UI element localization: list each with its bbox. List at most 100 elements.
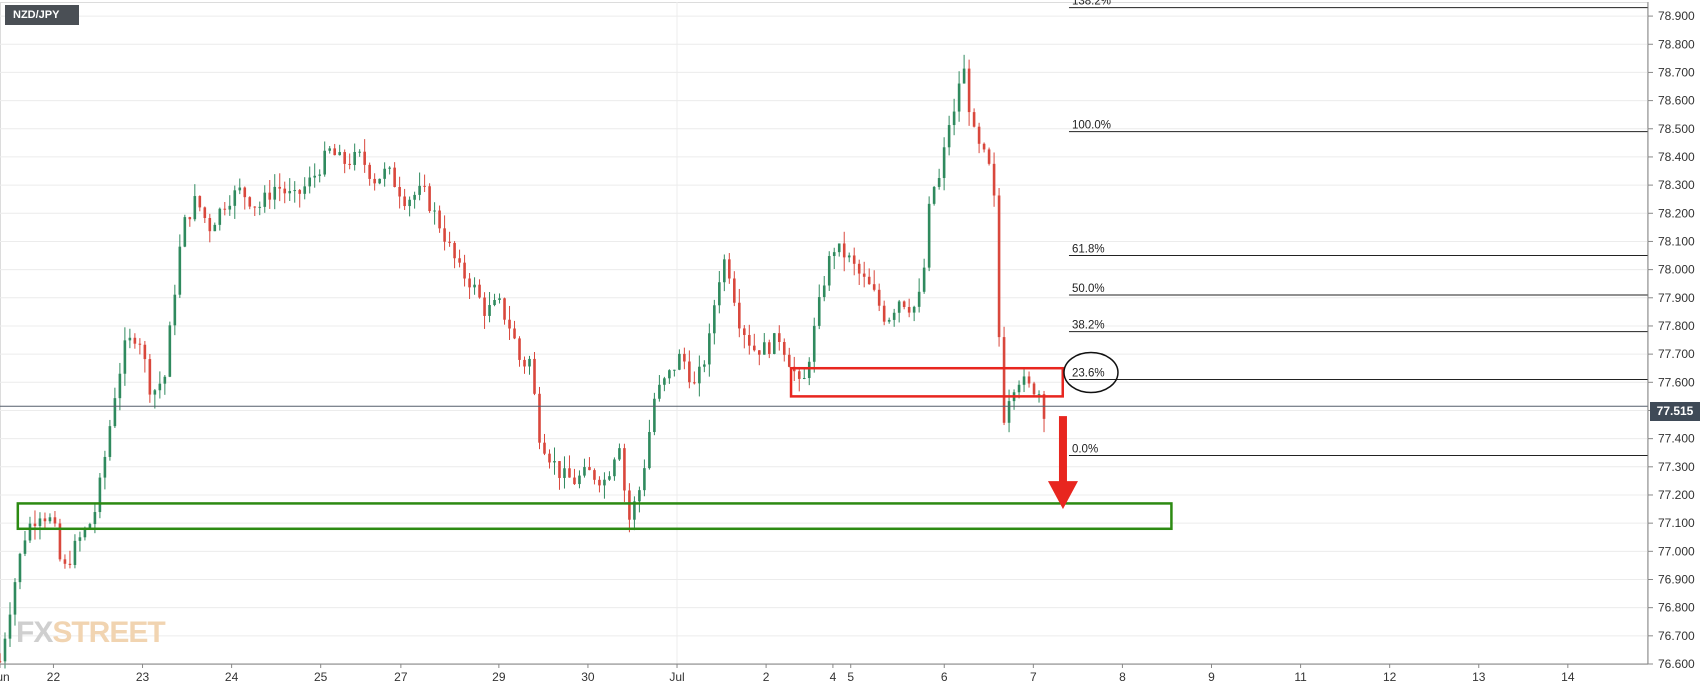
- y-tick-label: 78.400: [1658, 150, 1695, 164]
- candle-body: [718, 282, 721, 306]
- candle-body: [877, 289, 881, 306]
- candle-body: [857, 263, 861, 274]
- candle-body: [203, 207, 207, 219]
- candle-body: [623, 448, 626, 491]
- x-tick-label: 30: [581, 670, 595, 684]
- candle-body: [213, 224, 217, 232]
- candle-body: [733, 278, 736, 303]
- y-tick-label: 78.200: [1658, 206, 1695, 220]
- candle-body: [468, 278, 471, 288]
- candle-body: [123, 340, 127, 374]
- candle-body: [907, 306, 911, 313]
- candle-body: [398, 186, 401, 197]
- candle-body: [183, 217, 187, 247]
- candle-body: [458, 258, 461, 263]
- candle-body: [383, 168, 386, 179]
- candlestick-series: [0, 54, 1046, 669]
- candle-body: [423, 185, 426, 187]
- candle-body: [578, 475, 581, 485]
- candle-body: [308, 177, 312, 187]
- candle-body: [553, 461, 556, 463]
- candle-body: [138, 343, 142, 345]
- candle-body: [1022, 376, 1026, 385]
- candle-body: [937, 178, 941, 187]
- candle-body: [782, 341, 786, 355]
- candle-body: [48, 517, 52, 522]
- candle-body: [133, 337, 137, 344]
- fib-level-label: 138.2%: [1072, 0, 1111, 8]
- x-tick-label: Jun: [0, 670, 10, 684]
- down-arrow-shaft: [1058, 416, 1067, 484]
- x-tick-label: 2: [763, 670, 770, 684]
- candle-body: [273, 186, 277, 200]
- candle-body: [318, 174, 322, 176]
- candle-body: [972, 112, 976, 127]
- y-tick-label: 77.200: [1658, 488, 1695, 502]
- x-tick-label: 29: [492, 670, 506, 684]
- candle-body: [58, 523, 62, 560]
- candle-body: [982, 143, 986, 150]
- y-tick-label: 76.600: [1658, 657, 1695, 671]
- candle-body: [797, 371, 801, 379]
- x-tick-label: 9: [1208, 670, 1215, 684]
- candle-body: [927, 203, 931, 268]
- candle-body: [393, 167, 396, 187]
- y-tick-label: 78.300: [1658, 178, 1695, 192]
- candle-body: [683, 353, 686, 362]
- candle-body: [987, 149, 991, 164]
- candle-body: [503, 298, 506, 320]
- candle-body: [658, 384, 661, 399]
- candle-body: [912, 306, 916, 313]
- candle-body: [543, 442, 546, 454]
- candle-body: [573, 477, 576, 485]
- candle-body: [143, 344, 147, 360]
- fib-level-label: 50.0%: [1072, 283, 1105, 295]
- candle-body: [802, 377, 806, 379]
- x-tick-label: 22: [47, 670, 61, 684]
- candle-body: [1007, 401, 1011, 423]
- candle-body: [68, 563, 72, 565]
- plot-frame: [0, 2, 1648, 665]
- candle-body: [867, 276, 871, 285]
- candle-body: [348, 163, 351, 165]
- candle-body: [88, 524, 92, 529]
- candle-body: [513, 328, 516, 339]
- candle-body: [388, 167, 391, 169]
- candle-body: [188, 217, 192, 220]
- candle-body: [163, 376, 167, 384]
- candle-body: [28, 523, 32, 541]
- candle-body: [588, 467, 591, 471]
- candle-body: [723, 259, 726, 283]
- candle-body: [283, 188, 287, 194]
- candle-body: [378, 178, 381, 184]
- candle-body: [153, 390, 157, 395]
- candle-body: [738, 302, 741, 329]
- fibonacci-levels: 138.2% 100.0% 61.8% 50.0% 38.2% 23.6% 0.0%: [1063, 0, 1648, 457]
- candle-body: [373, 178, 376, 184]
- x-tick-label: 6: [941, 670, 948, 684]
- candle-body: [473, 284, 476, 288]
- candle-body: [98, 477, 102, 513]
- candle-body: [128, 337, 132, 341]
- candle-body: [343, 152, 346, 164]
- candle-body: [313, 175, 317, 178]
- candle-body: [942, 147, 946, 179]
- x-tick-label: 24: [225, 670, 239, 684]
- candle-body: [108, 426, 112, 457]
- x-tick-label: 23: [136, 670, 150, 684]
- candle-body: [673, 369, 676, 371]
- candle-body: [563, 468, 566, 478]
- x-tick-label: 14: [1561, 670, 1575, 684]
- watermark-fx: FX: [16, 616, 53, 649]
- candle-body: [358, 151, 361, 153]
- candle-body: [463, 262, 466, 279]
- candle-body: [653, 398, 656, 433]
- candle-body: [368, 164, 371, 179]
- candle-body: [922, 267, 926, 292]
- x-tick-label: Jul: [669, 670, 684, 684]
- fib-level-label: 23.6%: [1072, 367, 1105, 379]
- candle-body: [668, 370, 671, 379]
- candle-body: [538, 393, 541, 443]
- candle-body: [997, 195, 1001, 338]
- candle-body: [408, 199, 411, 207]
